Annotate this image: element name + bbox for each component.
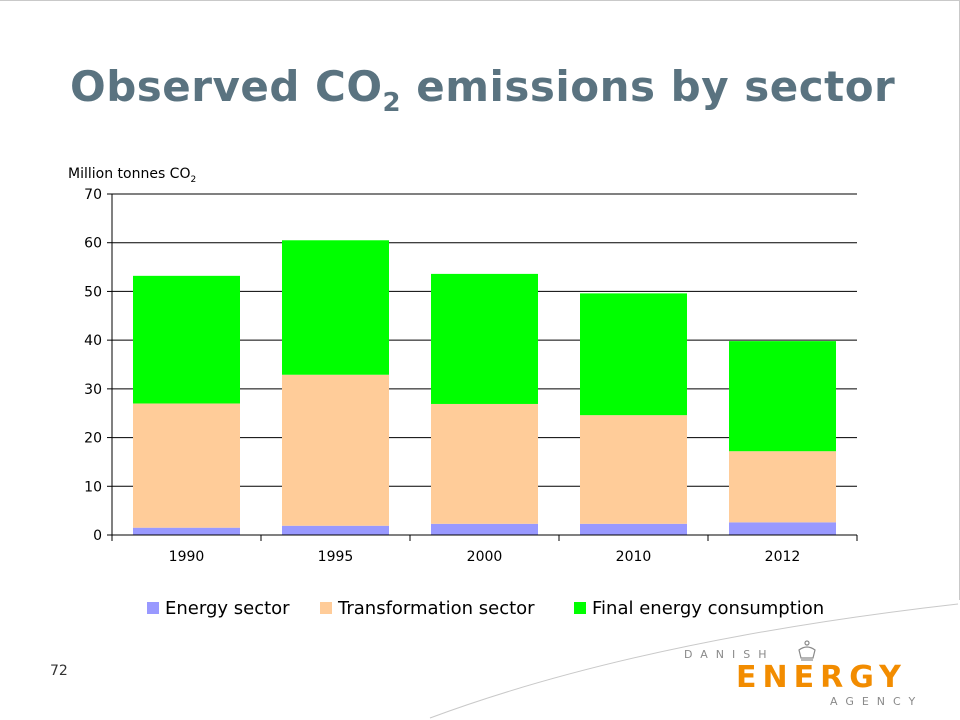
bar-segment xyxy=(431,273,538,404)
y-axis-label-subscript: 2 xyxy=(190,175,196,185)
bar-segment xyxy=(580,293,687,416)
y-tick-label: 20 xyxy=(84,431,102,447)
danish-energy-agency-logo: DANISH ENERGY AGENCY xyxy=(680,640,940,715)
bar-segment xyxy=(580,415,687,524)
slide-title-main: Observed CO xyxy=(70,62,383,111)
legend-swatch xyxy=(147,602,159,614)
bar-segment xyxy=(431,523,538,535)
bar-segment xyxy=(431,403,538,524)
bars xyxy=(133,240,836,535)
x-tick-label: 1990 xyxy=(169,549,205,565)
logo-text-middle: ENERGY xyxy=(736,660,907,695)
x-tick-label: 2012 xyxy=(765,549,801,565)
bar-segment xyxy=(729,451,836,523)
bar-segment xyxy=(133,527,240,535)
y-tick-label: 0 xyxy=(93,528,102,544)
y-tick-label: 70 xyxy=(84,187,102,203)
y-axis-label: Million tonnes CO2 xyxy=(68,166,196,185)
bar-segment xyxy=(729,341,836,452)
logo-text-bottom: AGENCY xyxy=(830,695,924,708)
y-tick-label: 50 xyxy=(84,284,102,300)
slide-title-rest: emissions by sector xyxy=(401,62,896,111)
legend-swatch xyxy=(320,602,332,614)
bar-segment xyxy=(133,403,240,528)
legend-label: Transformation sector xyxy=(337,598,535,619)
page-number: 72 xyxy=(50,663,68,679)
slide-frame-top xyxy=(0,0,960,1)
legend-swatch xyxy=(574,602,586,614)
slide-title: Observed CO2 emissions by sector xyxy=(70,62,930,118)
y-tick-label: 10 xyxy=(84,479,102,495)
axes: 0 10 20 30 40 50 60 70 1990 1995 2000 2010 2012 xyxy=(84,187,858,565)
legend-label: Energy sector xyxy=(165,598,290,619)
slide-title-subscript: 2 xyxy=(382,88,402,118)
x-tick-label: 2010 xyxy=(616,549,652,565)
bar-segment xyxy=(133,275,240,404)
logo-text-top: DANISH xyxy=(684,648,775,661)
bar-segment xyxy=(282,374,389,526)
bar-segment xyxy=(282,240,389,375)
x-tick-label: 2000 xyxy=(467,549,503,565)
y-tick-label: 30 xyxy=(84,382,102,398)
y-tick-label: 40 xyxy=(84,333,102,349)
x-tick-label: 1995 xyxy=(318,549,354,565)
bar-segment xyxy=(729,522,836,535)
legend-label: Final energy consumption xyxy=(592,598,824,619)
legend: Energy sector Transformation sector Final … xyxy=(147,598,824,619)
y-axis-label-main: Million tonnes CO xyxy=(68,166,190,182)
bar-segment xyxy=(282,525,389,535)
y-tick-label: 60 xyxy=(84,236,102,252)
bar-segment xyxy=(580,523,687,535)
crown-icon xyxy=(795,640,819,664)
